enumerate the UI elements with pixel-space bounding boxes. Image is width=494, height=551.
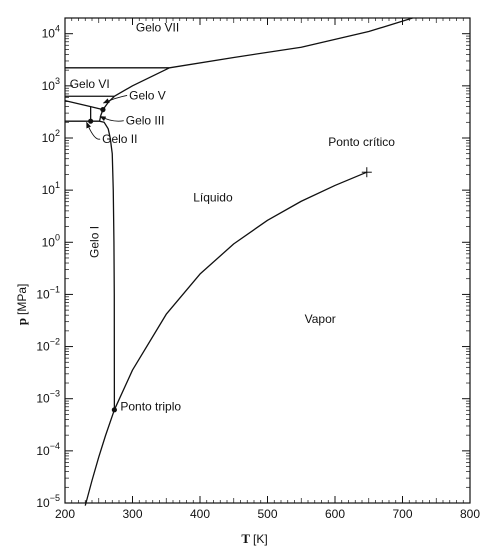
y-tick-label: 10−2 [36, 337, 60, 354]
y-tick-label: 100 [42, 232, 60, 249]
label-gelo-vi: Gelo VI [70, 77, 110, 91]
x-axis-unit: [K] [253, 532, 268, 546]
plot-frame [64, 17, 471, 504]
x-tick-label: 300 [122, 507, 142, 521]
x-axis-label: T [241, 531, 250, 546]
curve-vaporization [113, 171, 368, 411]
axes-layer: 200 300 400 500 600 700 800 10−5 10−4 10−3 10−2 10−… [36, 17, 480, 521]
x-tick-label: 400 [190, 507, 210, 521]
x-tick-label: 200 [55, 507, 75, 521]
annotations-layer: Gelo VII Gelo VI Gelo V Gelo III Gelo II Gelo… [70, 21, 396, 414]
y-axis-label: p [14, 318, 29, 325]
arrow-label-gelo-iii [99, 115, 124, 122]
x-tick-label: 800 [460, 507, 480, 521]
markers-layer [88, 107, 372, 413]
y-tick-label: 101 [42, 180, 60, 197]
marker-triple-ice-v [100, 107, 106, 113]
y-tick-label: 103 [42, 76, 60, 93]
label-gelo-i: Gelo I [88, 226, 102, 258]
arrow-label-gelo-v [102, 94, 128, 104]
label-gelo-vii: Gelo VII [136, 21, 179, 35]
marker-triple-ice-ii [88, 118, 94, 124]
x-tick-label: 600 [325, 507, 345, 521]
label-gelo-v: Gelo V [129, 88, 166, 102]
label-vapor: Vapor [305, 312, 336, 326]
y-tick-label: 10−4 [36, 441, 60, 458]
y-axis-unit: [MPa] [15, 284, 29, 315]
arrow-label-gelo-ii [86, 121, 101, 140]
marker-triple-point [111, 407, 117, 413]
label-gelo-ii: Gelo II [102, 132, 137, 146]
y-tick-label: 104 [42, 24, 60, 41]
x-tick-label: 700 [392, 507, 412, 521]
label-ponto-triplo: Ponto triplo [120, 399, 181, 413]
curve-melting-ice-vi [114, 67, 170, 97]
x-tick-label: 500 [257, 507, 277, 521]
curve-melting-ice-i [99, 120, 116, 410]
axis-titles-layer: T [K] p [MPa] [14, 284, 268, 546]
y-tick-label: 102 [42, 128, 60, 145]
y-tick-label: 10−5 [36, 493, 60, 510]
y-tick-label: 10−3 [36, 389, 60, 406]
lines-layer [64, 17, 413, 506]
marker-critical-point [361, 167, 372, 178]
curve-sublimation [84, 409, 115, 506]
y-tick-label: 10−1 [36, 284, 60, 301]
curve-melting-ice-vii [169, 17, 413, 69]
label-ponto-critico: Ponto crítico [328, 135, 395, 149]
label-liquido: Líquido [193, 191, 233, 205]
curve-boundary-ii-v [64, 100, 104, 111]
curve-melting-ice-v [102, 95, 115, 111]
label-gelo-iii: Gelo III [126, 114, 165, 128]
